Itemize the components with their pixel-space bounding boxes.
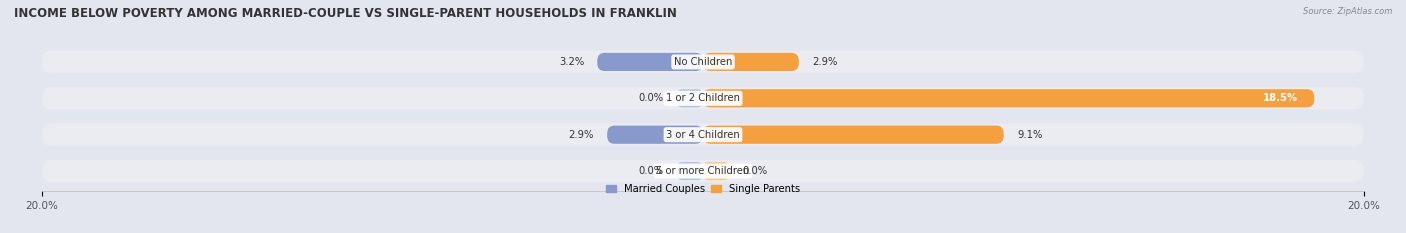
Text: 9.1%: 9.1% <box>1017 130 1042 140</box>
FancyBboxPatch shape <box>607 126 703 144</box>
FancyBboxPatch shape <box>42 51 1364 73</box>
FancyBboxPatch shape <box>703 53 799 71</box>
Text: 3.2%: 3.2% <box>558 57 583 67</box>
Text: Source: ZipAtlas.com: Source: ZipAtlas.com <box>1302 7 1392 16</box>
FancyBboxPatch shape <box>703 162 730 180</box>
FancyBboxPatch shape <box>703 89 1315 107</box>
FancyBboxPatch shape <box>42 160 1364 182</box>
Text: 0.0%: 0.0% <box>638 93 664 103</box>
FancyBboxPatch shape <box>42 123 1364 146</box>
FancyBboxPatch shape <box>42 87 1364 110</box>
Text: 5 or more Children: 5 or more Children <box>657 166 749 176</box>
Text: No Children: No Children <box>673 57 733 67</box>
Text: 1 or 2 Children: 1 or 2 Children <box>666 93 740 103</box>
FancyBboxPatch shape <box>703 126 1004 144</box>
FancyBboxPatch shape <box>598 53 703 71</box>
FancyBboxPatch shape <box>676 89 703 107</box>
Text: 3 or 4 Children: 3 or 4 Children <box>666 130 740 140</box>
Text: 0.0%: 0.0% <box>638 166 664 176</box>
Text: 2.9%: 2.9% <box>568 130 593 140</box>
Text: INCOME BELOW POVERTY AMONG MARRIED-COUPLE VS SINGLE-PARENT HOUSEHOLDS IN FRANKLI: INCOME BELOW POVERTY AMONG MARRIED-COUPL… <box>14 7 676 20</box>
FancyBboxPatch shape <box>676 162 703 180</box>
Text: 0.0%: 0.0% <box>742 166 768 176</box>
Text: 2.9%: 2.9% <box>813 57 838 67</box>
Text: 18.5%: 18.5% <box>1263 93 1298 103</box>
Legend: Married Couples, Single Parents: Married Couples, Single Parents <box>602 180 804 198</box>
